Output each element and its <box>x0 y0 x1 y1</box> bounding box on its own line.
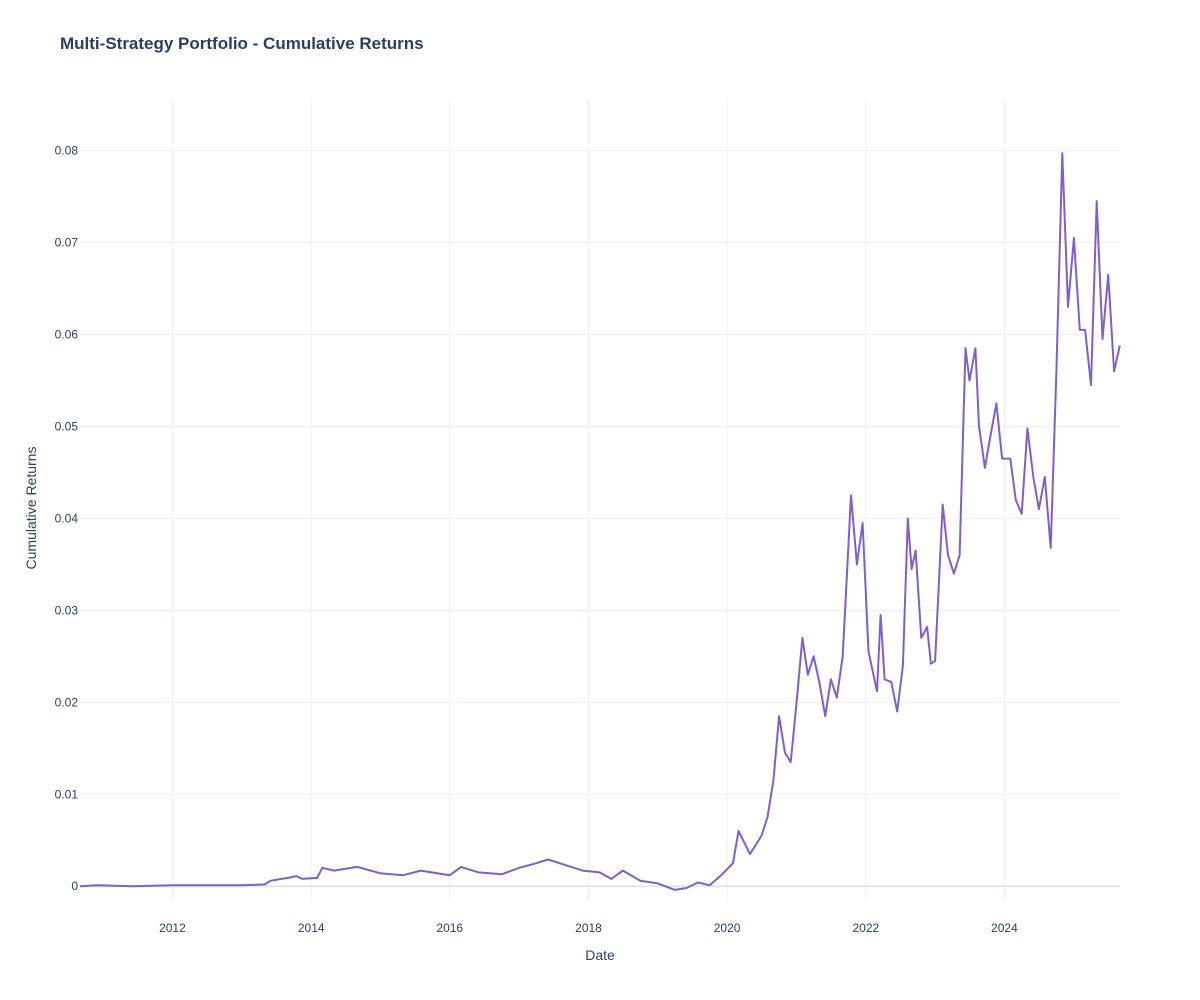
y-tick-label: 0.08 <box>55 144 79 158</box>
x-tick-label: 2024 <box>991 921 1018 935</box>
x-tick-label: 2020 <box>714 921 741 935</box>
x-tick-label: 2016 <box>436 921 463 935</box>
y-tick-label: 0.06 <box>55 327 79 341</box>
y-tick-label: 0.04 <box>55 511 79 525</box>
y-tick-label: 0 <box>71 879 78 893</box>
y-tick-label: 0.01 <box>55 787 79 801</box>
series-group <box>79 152 1121 891</box>
x-tick-label: 2022 <box>852 921 879 935</box>
chart-title: Multi-Strategy Portfolio - Cumulative Re… <box>60 34 424 53</box>
y-tick-label: 0.07 <box>55 236 79 250</box>
x-tick-label: 2014 <box>298 921 325 935</box>
series-line <box>79 152 1121 891</box>
y-tick-label: 0.05 <box>55 419 79 433</box>
y-axis-ticks: 0 0.01 0.02 0.03 0.04 0.05 0.06 0.07 0.08 <box>55 144 79 894</box>
x-tick-label: 2012 <box>159 921 186 935</box>
y-tick-label: 0.02 <box>55 695 79 709</box>
x-axis-title: Date <box>585 947 615 963</box>
y-tick-label: 0.03 <box>55 603 79 617</box>
y-axis-title: Cumulative Returns <box>23 447 39 570</box>
x-tick-label: 2018 <box>575 921 602 935</box>
x-axis-ticks: 2012 2014 2016 2018 2020 2022 2024 <box>159 921 1018 935</box>
gridlines <box>80 100 1120 900</box>
